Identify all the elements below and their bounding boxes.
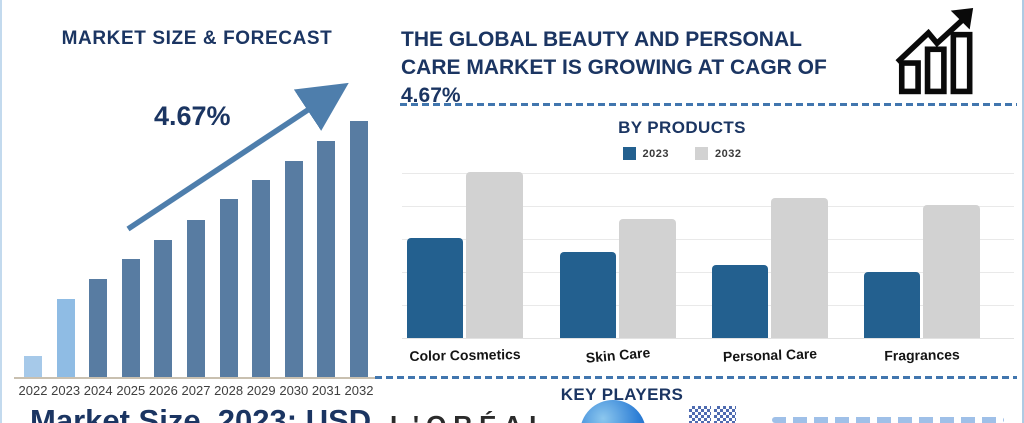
products-bar-fragrances-2032 <box>923 205 980 338</box>
legend-label-2032: 2032 <box>715 147 742 160</box>
forecast-bar-2026 <box>154 240 173 377</box>
x-axis-line <box>14 377 375 379</box>
key-players-title: KEY PLAYERS <box>560 385 684 404</box>
legend-swatch-2023 <box>622 147 636 160</box>
forecast-bar-2031 <box>317 141 336 377</box>
x-tick-2022: 2022 <box>18 383 48 398</box>
forecast-bar-2032 <box>350 121 368 377</box>
headline-line-1: THE GLOBAL BEAUTY AND PERSONAL <box>401 28 802 51</box>
x-tick-2029: 2029 <box>246 383 276 398</box>
products-bar-skin-care-2032 <box>619 219 676 338</box>
forecast-bar-2025 <box>121 259 140 377</box>
category-label-skin-care: Skin Care <box>585 344 651 366</box>
headline-line-3: 4.67% <box>401 84 461 107</box>
products-bar-personal-care-2023 <box>712 265 768 338</box>
products-bar-personal-care-2032 <box>771 198 828 338</box>
bar-chart-growth-icon <box>895 8 974 95</box>
products-bar-fragrances-2023 <box>864 272 920 338</box>
headline: THE GLOBAL BEAUTY AND PERSONAL CARE MARK… <box>401 26 901 110</box>
market-size-caption: Market Size, 2023: USD <box>30 403 372 423</box>
forecast-bar-2023 <box>56 299 75 377</box>
left-chart-title: MARKET SIZE & FORECAST <box>61 28 333 49</box>
blue-pixel-mark-logo <box>689 406 711 423</box>
headline-line-2: CARE MARKET IS GROWING AT CAGR OF <box>401 56 827 79</box>
category-label-fragrances: Fragrances <box>884 346 960 364</box>
x-tick-2026: 2026 <box>148 383 178 398</box>
partial-text-logo-light-blue <box>772 417 1004 423</box>
x-tick-2030: 2030 <box>279 383 309 398</box>
x-tick-2027: 2027 <box>181 383 211 398</box>
x-tick-2031: 2031 <box>311 383 341 398</box>
forecast-bar-2024 <box>89 279 108 377</box>
category-label-personal-care: Personal Care <box>722 345 818 365</box>
x-tick-2025: 2025 <box>116 383 146 398</box>
by-products-bar-chart <box>402 172 1014 339</box>
products-bar-color-cosmetics-2023 <box>407 238 463 338</box>
partial-text-logo-dark: L'ORÉAL <box>390 410 552 423</box>
forecast-bar-2030 <box>284 161 303 377</box>
products-bar-color-cosmetics-2032 <box>466 172 523 338</box>
forecast-bar-2029 <box>252 180 271 377</box>
forecast-bar-2022 <box>24 356 42 377</box>
dashed-divider-top <box>400 103 1017 106</box>
dashed-divider-bottom <box>375 376 1017 379</box>
forecast-bar-chart <box>2 0 382 377</box>
by-products-title: BY PRODUCTS <box>618 118 746 137</box>
x-tick-2028: 2028 <box>214 383 244 398</box>
legend-label-2023: 2023 <box>642 147 669 160</box>
legend-swatch-2032 <box>695 147 708 160</box>
blue-sphere-logo <box>580 400 646 423</box>
category-label-color-cosmetics: Color Cosmetics <box>409 346 521 364</box>
x-tick-2023: 2023 <box>51 383 81 398</box>
x-tick-2032: 2032 <box>344 383 374 398</box>
blue-pixel-mark-logo <box>714 406 736 423</box>
x-tick-2024: 2024 <box>83 383 113 398</box>
products-bar-skin-care-2023 <box>560 252 616 338</box>
legend: 2023 2032 <box>422 147 942 160</box>
legend-item-2023: 2023 <box>622 147 669 160</box>
forecast-bar-2028 <box>219 199 238 377</box>
forecast-bar-2027 <box>187 220 205 377</box>
legend-item-2032: 2032 <box>695 147 741 160</box>
